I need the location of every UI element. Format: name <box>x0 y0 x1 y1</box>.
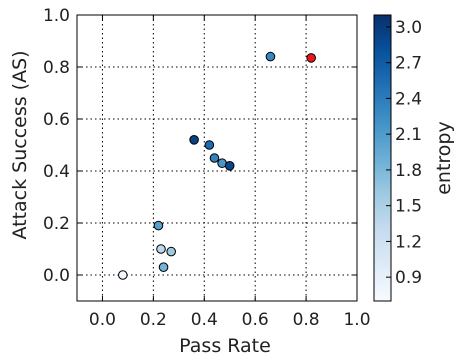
y-tick-label: 0.0 <box>43 266 70 286</box>
colorbar-tick-label: 2.1 <box>395 125 422 145</box>
data-point <box>189 135 199 145</box>
x-tick-label: 0.2 <box>140 310 167 330</box>
x-axis-label: Pass Rate <box>179 335 271 357</box>
data-point <box>166 246 176 257</box>
data-point <box>224 161 235 171</box>
colorbar-label: entropy <box>433 121 455 195</box>
colorbar-tick-label: 0.9 <box>395 268 422 288</box>
y-tick-label: 0.4 <box>43 162 70 182</box>
x-tick-label: 1.0 <box>343 310 370 330</box>
plot-frame <box>76 14 358 302</box>
y-axis-label: Attack Success (AS) <box>9 50 31 239</box>
data-point <box>153 220 164 231</box>
y-tick-label: 0.8 <box>43 58 70 78</box>
data-point <box>158 262 169 273</box>
x-tick-label: 0.6 <box>242 310 269 330</box>
x-tick-label: 0.4 <box>191 310 218 330</box>
x-tick-label: 0.0 <box>89 310 116 330</box>
colorbar-tick-label: 2.7 <box>395 54 422 74</box>
colorbar-tick-label: 2.4 <box>395 89 422 109</box>
data-point <box>265 51 276 62</box>
colorbar <box>373 14 392 302</box>
data-point <box>204 140 215 150</box>
data-point <box>306 53 316 63</box>
y-tick-label: 0.6 <box>43 110 70 130</box>
data-point <box>118 270 128 280</box>
x-tick-label: 0.8 <box>293 310 320 330</box>
y-tick-label: 0.2 <box>43 214 70 234</box>
colorbar-tick-label: 3.0 <box>395 18 422 38</box>
data-point <box>209 153 220 163</box>
colorbar-tick-label: 1.2 <box>395 232 422 252</box>
colorbar-tick-label: 1.5 <box>395 197 422 217</box>
data-point <box>156 244 166 254</box>
colorbar-tick-label: 1.8 <box>395 161 422 181</box>
y-tick-label: 1.0 <box>43 6 70 26</box>
